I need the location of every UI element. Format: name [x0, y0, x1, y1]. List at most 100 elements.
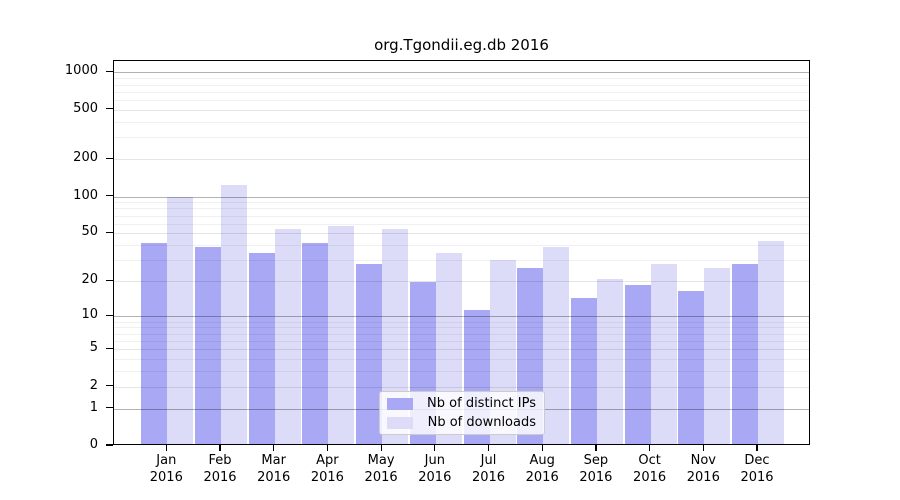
x-tick-label-oct: Oct 2016	[633, 453, 667, 485]
y-tick-mark-1000	[106, 70, 113, 73]
y-tick-mark-100	[106, 194, 113, 197]
y-tick-mark-500	[106, 108, 113, 110]
gridline-5	[114, 349, 809, 351]
y-tick-label-1: 1	[89, 399, 98, 415]
x-tick-mark-sep	[595, 445, 597, 451]
legend-row-downloads: Nb of downloads	[387, 415, 536, 430]
y-tick-label-0: 0	[89, 437, 98, 452]
gridline-2	[114, 386, 809, 388]
y-tick-label-5: 5	[89, 340, 98, 356]
x-tick-label-sep: Sep 2016	[579, 453, 613, 485]
x-tick-label-jun: Jun 2016	[418, 453, 452, 485]
gridline-50	[114, 233, 809, 235]
x-tick-label-aug: Aug 2016	[525, 453, 559, 485]
gridline-400	[114, 121, 809, 123]
legend: Nb of distinct IPs Nb of downloads	[379, 391, 545, 435]
y-tick-mark-1	[106, 406, 113, 409]
gridline-600	[114, 100, 809, 101]
x-tick-label-jan: Jan 2016	[149, 453, 183, 485]
gridline-20	[114, 281, 809, 283]
x-tick-mark-jan	[165, 445, 167, 451]
bar-downloads-mar	[274, 229, 301, 444]
plot-area: Nb of distinct IPs Nb of downloads	[113, 60, 810, 445]
gridline-900	[114, 78, 809, 80]
bar-distinct-ips-mar	[248, 253, 275, 444]
bar-downloads-apr	[328, 226, 355, 444]
x-tick-mark-may	[380, 445, 382, 451]
gridline-700	[114, 91, 809, 93]
gridline-8	[114, 327, 809, 329]
gridline-40	[114, 245, 809, 247]
gridline-500	[114, 109, 809, 111]
legend-swatch-distinct-ips-icon	[387, 397, 413, 410]
legend-label-distinct-ips: Nb of distinct IPs	[427, 396, 536, 411]
y-tick-label-20: 20	[81, 272, 98, 288]
gridline-60	[114, 223, 809, 225]
gridline-10	[114, 316, 809, 318]
bar-downloads-sep	[596, 279, 623, 444]
bar-downloads-feb	[221, 184, 247, 444]
gridline-70	[114, 215, 809, 217]
x-tick-mark-mar	[273, 445, 275, 451]
gridline-100	[114, 196, 809, 198]
gridline-6	[114, 340, 809, 342]
x-tick-label-jul: Jul 2016	[471, 453, 506, 485]
x-tick-mark-jun	[434, 445, 436, 451]
bar-distinct-ips-apr	[302, 243, 329, 444]
bar-downloads-dec	[758, 240, 784, 444]
y-tick-mark-20	[106, 279, 113, 281]
gridline-9	[114, 321, 809, 323]
y-tick-mark-5	[106, 347, 113, 349]
x-tick-mark-aug	[541, 445, 543, 451]
legend-swatch-downloads-icon	[387, 416, 413, 429]
y-tick-mark-50	[106, 231, 113, 234]
y-tick-mark-200	[106, 157, 113, 159]
y-tick-label-1000: 1000	[64, 63, 98, 79]
y-tick-label-2: 2	[89, 377, 98, 393]
gridline-3	[114, 371, 809, 372]
gridline-300	[114, 137, 809, 139]
y-tick-label-200: 200	[73, 150, 98, 166]
bar-downloads-nov	[704, 267, 731, 444]
x-tick-label-apr: Apr 2016	[310, 453, 344, 485]
legend-label-downloads: Nb of downloads	[427, 415, 536, 430]
bar-distinct-ips-oct	[624, 284, 651, 444]
bar-distinct-ips-jan	[141, 243, 168, 444]
y-tick-label-100: 100	[73, 187, 98, 203]
gridline-200	[114, 159, 809, 161]
x-tick-label-feb: Feb 2016	[203, 453, 237, 485]
x-tick-mark-feb	[219, 445, 221, 451]
chart-title: org.Tgondii.eg.db 2016	[374, 36, 549, 54]
x-tick-label-mar: Mar 2016	[257, 453, 291, 485]
x-tick-mark-oct	[649, 445, 651, 451]
bar-downloads-aug	[543, 247, 570, 444]
gridline-7	[114, 333, 809, 335]
bar-distinct-ips-dec	[732, 263, 758, 444]
y-tick-mark-10	[106, 314, 113, 316]
y-tick-mark-2	[106, 384, 113, 387]
y-tick-label-10: 10	[81, 307, 98, 323]
legend-row-distinct-ips: Nb of distinct IPs	[387, 396, 536, 411]
gridline-1000	[114, 72, 809, 74]
bar-downloads-jan	[167, 196, 194, 444]
x-tick-label-nov: Nov 2016	[686, 453, 720, 485]
gridline-30	[114, 260, 809, 262]
y-tick-mark-0	[106, 444, 113, 446]
gridline-90	[114, 202, 809, 204]
gridline-80	[114, 208, 809, 210]
bar-distinct-ips-nov	[678, 290, 705, 444]
y-tick-label-50: 50	[81, 224, 98, 240]
gridline-800	[114, 84, 809, 86]
gridline-4	[114, 359, 809, 360]
y-tick-label-500: 500	[73, 100, 98, 116]
x-tick-mark-dec	[756, 445, 758, 451]
bar-distinct-ips-feb	[195, 247, 221, 444]
bar-downloads-oct	[650, 263, 677, 444]
x-tick-label-dec: Dec 2016	[740, 453, 774, 485]
x-tick-mark-nov	[702, 445, 704, 451]
x-tick-mark-jul	[487, 445, 490, 451]
bar-distinct-ips-sep	[570, 297, 597, 444]
x-tick-mark-apr	[326, 445, 329, 451]
x-tick-label-may: May 2016	[364, 453, 398, 485]
